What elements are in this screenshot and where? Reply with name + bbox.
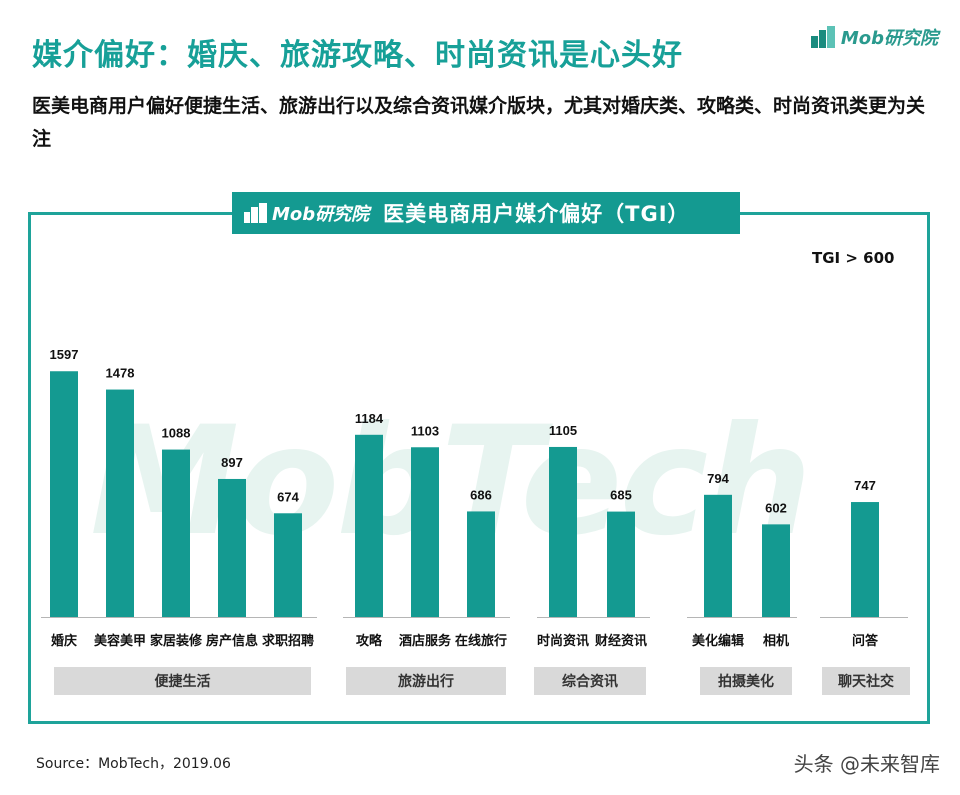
banner-logo-text: Mob研究院 [272, 204, 370, 225]
bar [411, 447, 439, 617]
data-label: 794 [707, 471, 729, 486]
threshold-note: TGI > 600 [812, 249, 895, 267]
data-label: 1184 [355, 411, 384, 426]
group-label: 拍摄美化 [718, 673, 774, 690]
bar [851, 502, 879, 617]
tick-label: 相机 [763, 633, 789, 649]
bar [607, 511, 635, 617]
data-label: 602 [765, 500, 787, 515]
group-label: 聊天社交 [838, 673, 894, 690]
group-box [822, 667, 910, 695]
data-label: 1105 [549, 423, 577, 438]
data-label: 685 [610, 488, 632, 503]
tick-label: 在线旅行 [455, 633, 507, 649]
source-note: Source：MobTech，2019.06 [36, 756, 231, 772]
group-label: 便捷生活 [155, 673, 211, 690]
group-box [534, 667, 646, 695]
data-label: 1103 [411, 423, 439, 438]
data-label: 674 [277, 489, 299, 504]
brand-logo: Mob研究院 [810, 22, 938, 52]
bar [218, 478, 246, 617]
group-label: 综合资讯 [562, 673, 618, 690]
bar [274, 513, 302, 617]
tick-label: 时尚资讯 [537, 633, 589, 649]
tick-label: 美容美甲 [94, 633, 146, 649]
logo-text: Mob研究院 [840, 28, 938, 49]
tick-label: 美化编辑 [692, 633, 744, 649]
bar [50, 371, 78, 617]
tick-label: 求职招聘 [262, 633, 314, 649]
group-box [54, 667, 311, 695]
page-title: 媒介偏好：婚庆、旅游攻略、时尚资讯是心头好 [32, 38, 683, 73]
group-label: 旅游出行 [398, 673, 454, 690]
data-label: 1597 [50, 347, 79, 362]
banner-logo-icon [244, 203, 268, 223]
bar [467, 511, 495, 617]
data-label: 1088 [162, 426, 191, 441]
tick-label: 家居装修 [150, 633, 203, 649]
chart-banner: Mob研究院 医美电商用户媒介偏好（TGI） [232, 192, 740, 234]
page-subtitle: 医美电商用户偏好便捷生活、旅游出行以及综合资讯媒介版块，尤其对婚庆类、攻略类、时… [32, 95, 926, 150]
group-box [346, 667, 506, 695]
bar [355, 434, 383, 617]
bar [162, 449, 190, 617]
credit-text: 头条 @未来智库 [793, 752, 940, 776]
tick-label: 攻略 [356, 633, 383, 649]
tick-label: 酒店服务 [399, 633, 452, 649]
group-box [700, 667, 792, 695]
data-label: 686 [470, 487, 492, 502]
bar [762, 524, 790, 617]
tick-label: 婚庆 [51, 633, 77, 649]
watermark: MobTech [90, 395, 812, 569]
data-label: 747 [854, 478, 876, 493]
bar [549, 446, 577, 617]
data-label: 897 [221, 455, 243, 470]
bar [704, 494, 732, 617]
tick-label: 房产信息 [206, 633, 258, 649]
bar [106, 389, 134, 617]
tick-label: 财经资讯 [595, 633, 647, 649]
chart-title: 医美电商用户媒介偏好（TGI） [383, 202, 690, 226]
logo-icon [810, 26, 837, 48]
tick-label: 问答 [852, 633, 879, 649]
data-label: 1478 [106, 366, 135, 381]
